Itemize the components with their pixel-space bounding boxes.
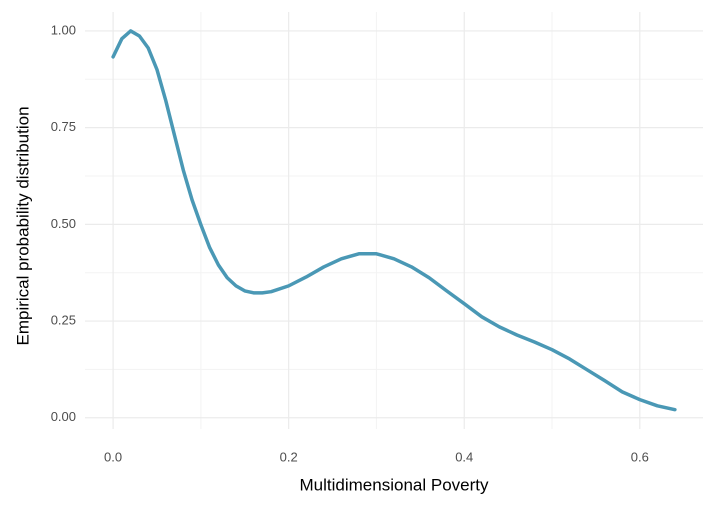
y-tick-label: 1.00 — [51, 22, 76, 37]
line — [111, 29, 677, 412]
x-tick-label: 0.0 — [104, 449, 122, 464]
x-tick-label: 0.6 — [631, 449, 649, 464]
y-axis-title: Empirical probability distribution — [13, 106, 32, 345]
x-tick-label: 0.2 — [280, 449, 298, 464]
y-tick-label: 0.50 — [51, 216, 76, 231]
x-axis-title: Multidimensional Poverty — [300, 475, 489, 494]
x-tick-label: 0.4 — [455, 449, 473, 464]
y-tick-label: 0.75 — [51, 119, 76, 134]
y-tick-label: 0.25 — [51, 313, 76, 328]
y-tick-label: 0.00 — [51, 409, 76, 424]
